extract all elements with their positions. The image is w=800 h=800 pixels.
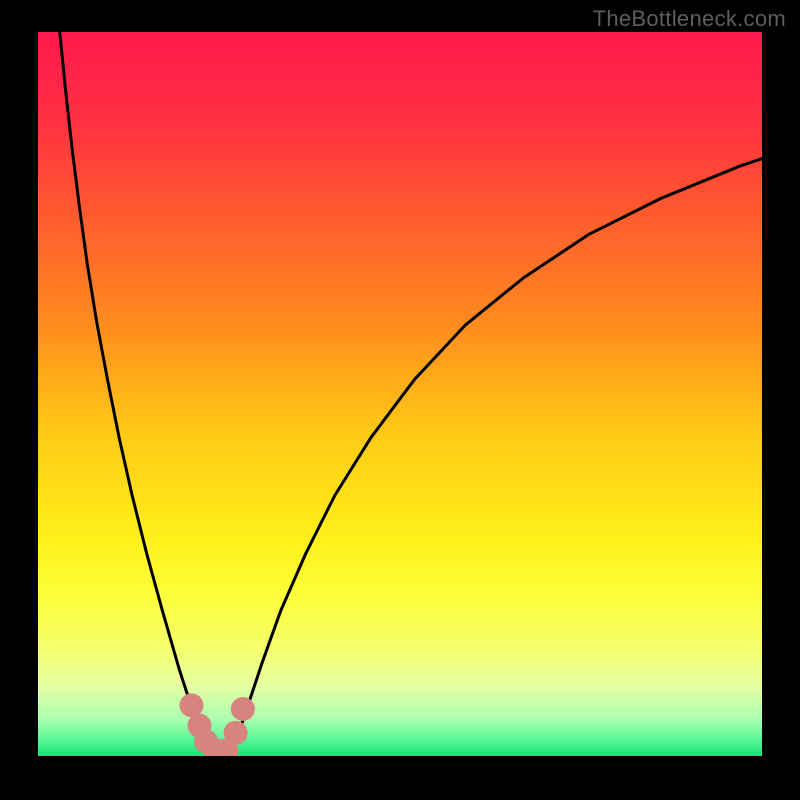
chart-container: TheBottleneck.com [0,0,800,800]
marker-point [224,721,248,745]
bottleneck-curve-chart [0,0,800,800]
marker-point [231,697,255,721]
watermark-text: TheBottleneck.com [593,6,786,32]
plot-background-gradient [38,32,762,756]
